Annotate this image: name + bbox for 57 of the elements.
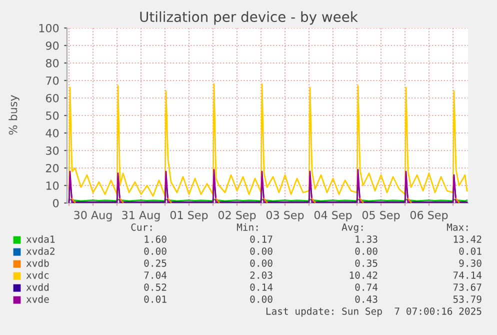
x-tick-label: 06 Sep: [410, 210, 448, 222]
legend-label: xvde: [26, 295, 49, 303]
text: 0.00: [250, 295, 272, 303]
y-tick-label: 0: [53, 198, 59, 208]
text: 0.00: [144, 247, 166, 255]
y-tick-label: 80: [46, 58, 59, 68]
text: 0.00: [250, 247, 272, 255]
y-tick-label: 50: [46, 111, 59, 120]
y-tick-label: 30: [46, 146, 59, 155]
text: Min:: [236, 223, 258, 231]
y-tick-label: 70: [46, 76, 59, 85]
text: 73.67: [453, 283, 482, 291]
text: 0.14: [250, 283, 273, 291]
text: 0.17: [250, 235, 272, 243]
text: 1.33: [356, 235, 378, 243]
text: 0.00: [355, 247, 378, 255]
y-tick-label: 40: [46, 128, 59, 138]
y-axis-title: % busy: [8, 95, 20, 135]
text: 10.42: [350, 271, 378, 279]
x-tick-label: 30 Aug: [74, 210, 112, 222]
y-tick-label: 90: [46, 41, 59, 50]
text: 0.01: [459, 247, 482, 255]
text: 9.30: [459, 259, 482, 267]
text: 7.04: [144, 271, 167, 279]
text: 0.25: [144, 259, 166, 267]
legend-label: xvdb: [26, 259, 49, 267]
y-tick-label: 60: [46, 94, 59, 102]
y-tick-label: 10: [46, 181, 59, 190]
text: Cur:: [131, 223, 152, 231]
legend-label: xvda1: [26, 235, 55, 243]
x-tick-label: 02 Sep: [218, 210, 256, 222]
text: 0.74: [355, 283, 378, 291]
text: Last update: Sun Sep 7 07:00:16 2025: [266, 307, 482, 317]
x-tick-label: 03 Sep: [266, 210, 304, 222]
text: 0.00: [250, 259, 272, 267]
x-tick-label: 05 Sep: [362, 210, 400, 222]
x-tick-label: 01 Sep: [170, 210, 208, 222]
chart-title: Utilization per device - by week: [140, 11, 358, 25]
text: 74.14: [453, 272, 482, 279]
text: 2.03: [250, 271, 272, 279]
x-tick-label: 31 Aug: [122, 210, 160, 222]
text: 0.52: [144, 283, 166, 291]
text: 13.42: [454, 235, 482, 243]
legend-label: xvdd: [26, 283, 49, 291]
text: 53.79: [453, 295, 482, 303]
y-tick-label: 100: [39, 24, 59, 32]
text: Avg:: [342, 224, 363, 233]
x-tick-label: 04 Sep: [314, 210, 352, 222]
text: 0.35: [355, 259, 378, 267]
y-tick-label: 20: [46, 164, 59, 172]
line-series: [68, 83, 468, 197]
text: 1.60: [144, 235, 166, 243]
text: 0.01: [144, 295, 166, 303]
legend-label: xvda2: [26, 247, 54, 255]
legend-label: xvdc: [26, 271, 49, 279]
text: Max:: [446, 224, 468, 231]
text: 0.43: [355, 295, 378, 303]
